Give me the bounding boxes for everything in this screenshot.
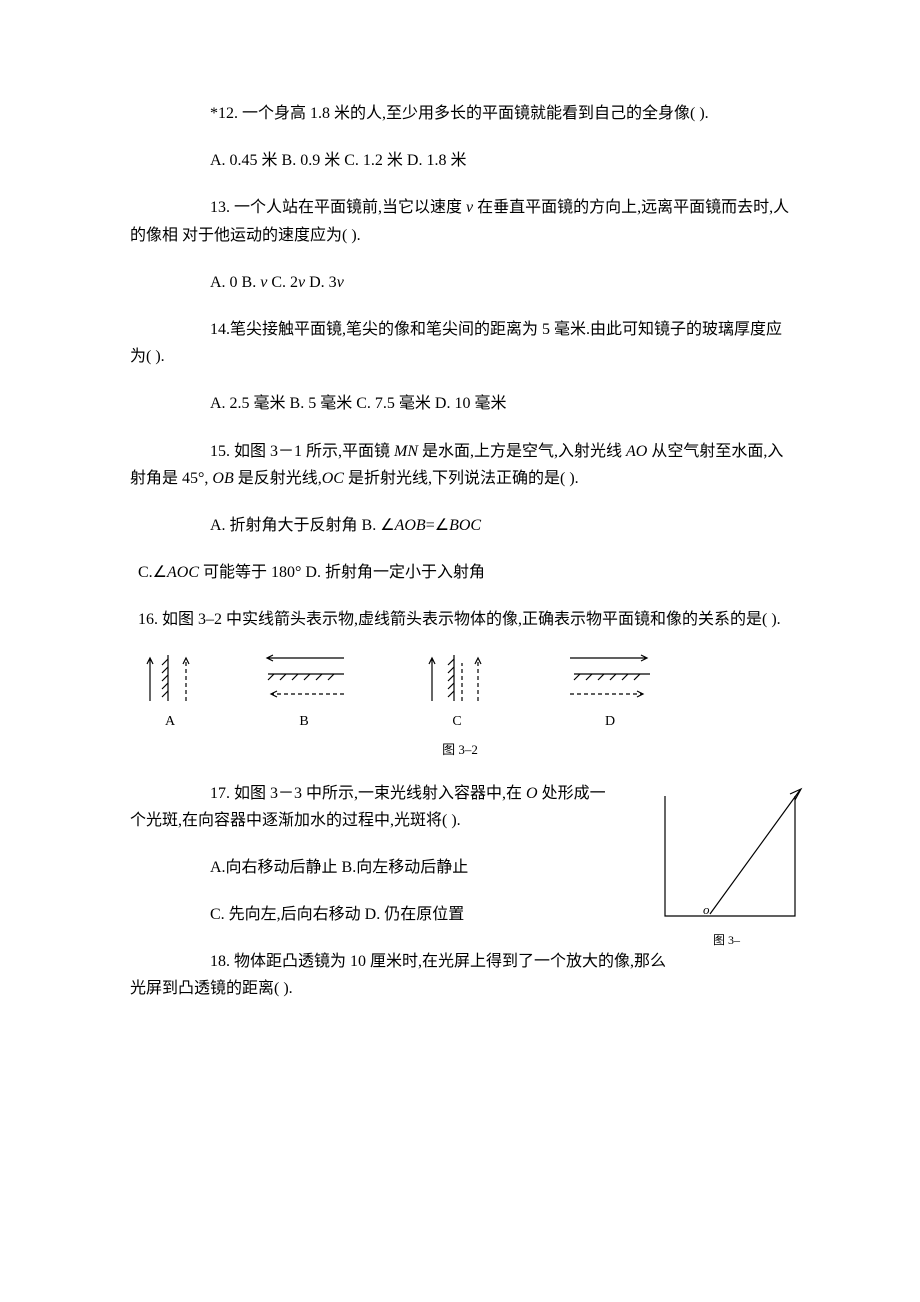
fig-c-label: C [452, 710, 461, 734]
q15-oc: OC [322, 470, 344, 487]
q17-block: o 图 3– 17. 如图 3－3 中所示,一束光线射入容器中,在 O 处形成一… [130, 780, 790, 1003]
fig-a-label: A [165, 710, 175, 734]
q15-boc: BOC [449, 517, 481, 534]
q17-o: O [526, 785, 538, 802]
q15-b: 是水面,上方是空气,入射光线 [418, 443, 626, 460]
fig-3-3-svg: o [655, 786, 810, 926]
fig33-o-label: o [703, 902, 710, 917]
q13-text: 13. 一个人站在平面镜前,当它以速度 v 在垂直平面镜的方向上,远离平面镜而去… [130, 194, 790, 248]
q18-text: 18. 物体距凸透镜为 10 厘米时,在光屏上得到了一个放大的像,那么光屏到凸透… [130, 948, 790, 1002]
fig-b-object [267, 655, 344, 661]
fig-d-label: D [605, 710, 615, 734]
q15-oab-b: =∠ [426, 517, 449, 534]
figure-3-2-caption: 图 3–2 [130, 739, 790, 761]
figure-3-2-b: B [254, 650, 354, 734]
fig-d-object [570, 655, 647, 661]
fig-a-svg [140, 650, 200, 706]
fig-b-svg [254, 650, 354, 706]
q16-text: 16. 如图 3–2 中实线箭头表示物,虚线箭头表示物体的像,正确表示物平面镜和… [130, 606, 790, 633]
q15-e: 是折射光线,下列说法正确的是( ). [344, 470, 579, 487]
q14-text: 14.笔尖接触平面镜,笔尖的像和笔尖间的距离为 5 毫米.由此可知镜子的玻璃厚度… [130, 316, 790, 370]
fig-b-mirror-ticks [268, 674, 334, 680]
q12-text: *12. 一个身高 1.8 米的人,至少用多长的平面镜就能看到自己的全身像( )… [130, 100, 790, 127]
q13-a: 13. 一个人站在平面镜前,当它以速度 [210, 199, 466, 216]
fig-c-svg [424, 650, 490, 706]
q13-ob: C. 2 [267, 274, 298, 291]
q13-v4: v [337, 274, 344, 291]
q15-text: 15. 如图 3－1 所示,平面镜 MN 是水面,上方是空气,入射光线 AO 从… [130, 438, 790, 492]
figure-3-3: o [655, 786, 810, 926]
q17-a: 17. 如图 3－3 中所示,一束光线射入容器中,在 [210, 785, 526, 802]
q15-options-cd: C.∠AOC 可能等于 180° D. 折射角一定小于入射角 [130, 559, 790, 586]
figure-3-2-c: C [424, 650, 490, 734]
q15-d: 是反射光线, [234, 470, 322, 487]
fig-c-mirror-ticks [448, 659, 454, 697]
q15-ao: AO [626, 443, 647, 460]
fig-a-object [147, 658, 153, 701]
q12-options: A. 0.45 米 B. 0.9 米 C. 1.2 米 D. 1.8 米 [130, 147, 790, 174]
fig-b-label: B [299, 710, 308, 734]
q13-oc: D. 3 [305, 274, 337, 291]
q15-ocd-d: 可能等于 180° D. 折射角一定小于入射角 [199, 564, 485, 581]
document-page: *12. 一个身高 1.8 米的人,至少用多长的平面镜就能看到自己的全身像( )… [0, 0, 920, 1063]
q15-ocd-c: C.∠ [138, 564, 167, 581]
q15-aoc: AOC [167, 564, 199, 581]
q15-options-ab: A. 折射角大于反射角 B. ∠AOB=∠BOC [130, 512, 790, 539]
fig33-container [665, 796, 795, 916]
q15-aob: AOB [395, 517, 426, 534]
q15-ob: OB [212, 470, 233, 487]
figure-3-3-caption: 图 3– [713, 930, 740, 950]
figure-3-2-row: A B [130, 653, 790, 733]
fig-c-object [429, 658, 435, 701]
q13-options: A. 0 B. v C. 2v D. 3v [130, 269, 790, 296]
q14-options: A. 2.5 毫米 B. 5 毫米 C. 7.5 毫米 D. 10 毫米 [130, 390, 790, 417]
figure-3-2-a: A [140, 650, 200, 734]
fig33-ray [710, 790, 800, 914]
figure-3-2-d: D [560, 650, 660, 734]
fig-a-mirror-ticks [162, 659, 168, 697]
q15-a: 15. 如图 3－1 所示,平面镜 [210, 443, 394, 460]
fig-d-svg [560, 650, 660, 706]
q15-mn: MN [394, 443, 418, 460]
fig-d-mirror-ticks [574, 674, 640, 680]
q15-oab-a: A. 折射角大于反射角 B. ∠ [210, 517, 395, 534]
q13-oa: A. 0 B. [210, 274, 260, 291]
